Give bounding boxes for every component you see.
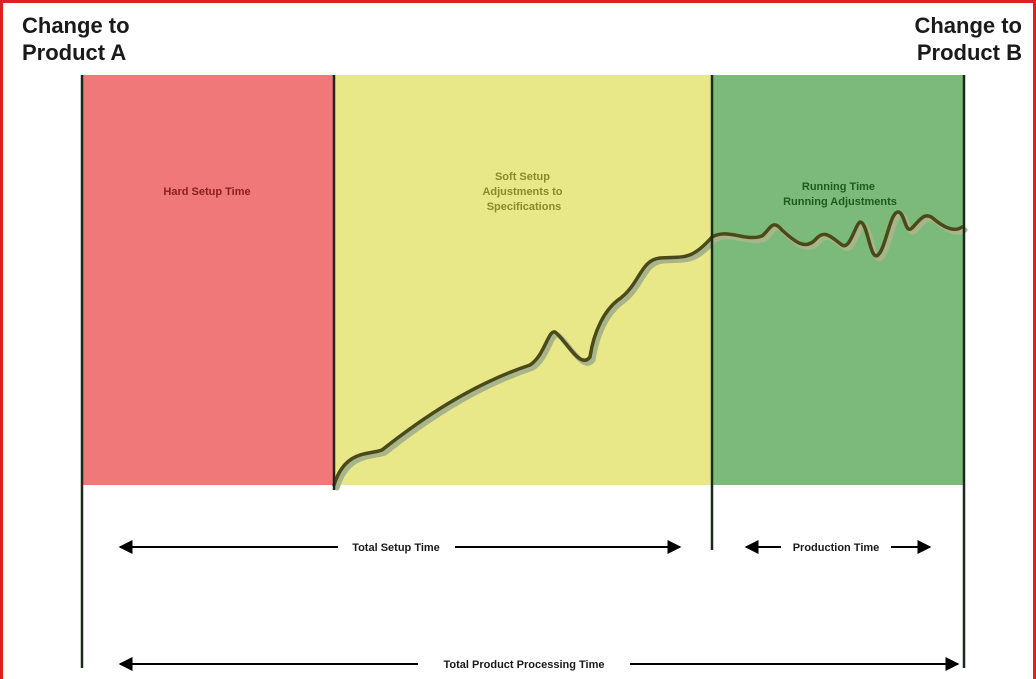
change-to-product-b-line-1: Change to — [914, 13, 1022, 38]
soft-setup-line-2: Adjustments to — [482, 186, 562, 198]
running-region — [712, 75, 964, 485]
running-time-line-1: Running Time — [802, 181, 875, 193]
running-time-line-2: Running Adjustments — [783, 196, 897, 208]
adjustment-curve — [332, 210, 964, 487]
total-processing-time-span: Total Product Processing Time — [118, 656, 960, 672]
change-to-product-b-line-2: Product B — [916, 40, 1022, 65]
total-processing-time-label: Total Product Processing Time — [444, 659, 605, 671]
production-time-span: Production Time — [744, 539, 932, 555]
soft-setup-line-3: Specifications — [487, 201, 562, 213]
change-to-product-a-line-1: Change to — [22, 13, 130, 38]
hard-setup-region — [82, 75, 334, 485]
hard-setup-time-line-1: Hard Setup Time — [163, 186, 250, 198]
total-setup-time-span: Total Setup Time — [118, 539, 682, 555]
production-time-label: Production Time — [793, 542, 880, 554]
soft-setup-line-1: Soft Setup — [495, 171, 550, 183]
soft-setup-region — [334, 75, 712, 485]
running-time-label: Running Time Running Adjustments — [783, 181, 897, 208]
hard-setup-time-label: Hard Setup Time — [163, 186, 250, 198]
change-to-product-a-label: Change to Product A — [22, 12, 130, 66]
change-to-product-a-line-2: Product A — [22, 40, 127, 65]
soft-setup-adjustments-label: Soft Setup Adjustments to Specifications — [482, 171, 565, 213]
total-setup-time-label: Total Setup Time — [352, 542, 440, 554]
change-to-product-b-label: Change to Product B — [914, 12, 1022, 66]
